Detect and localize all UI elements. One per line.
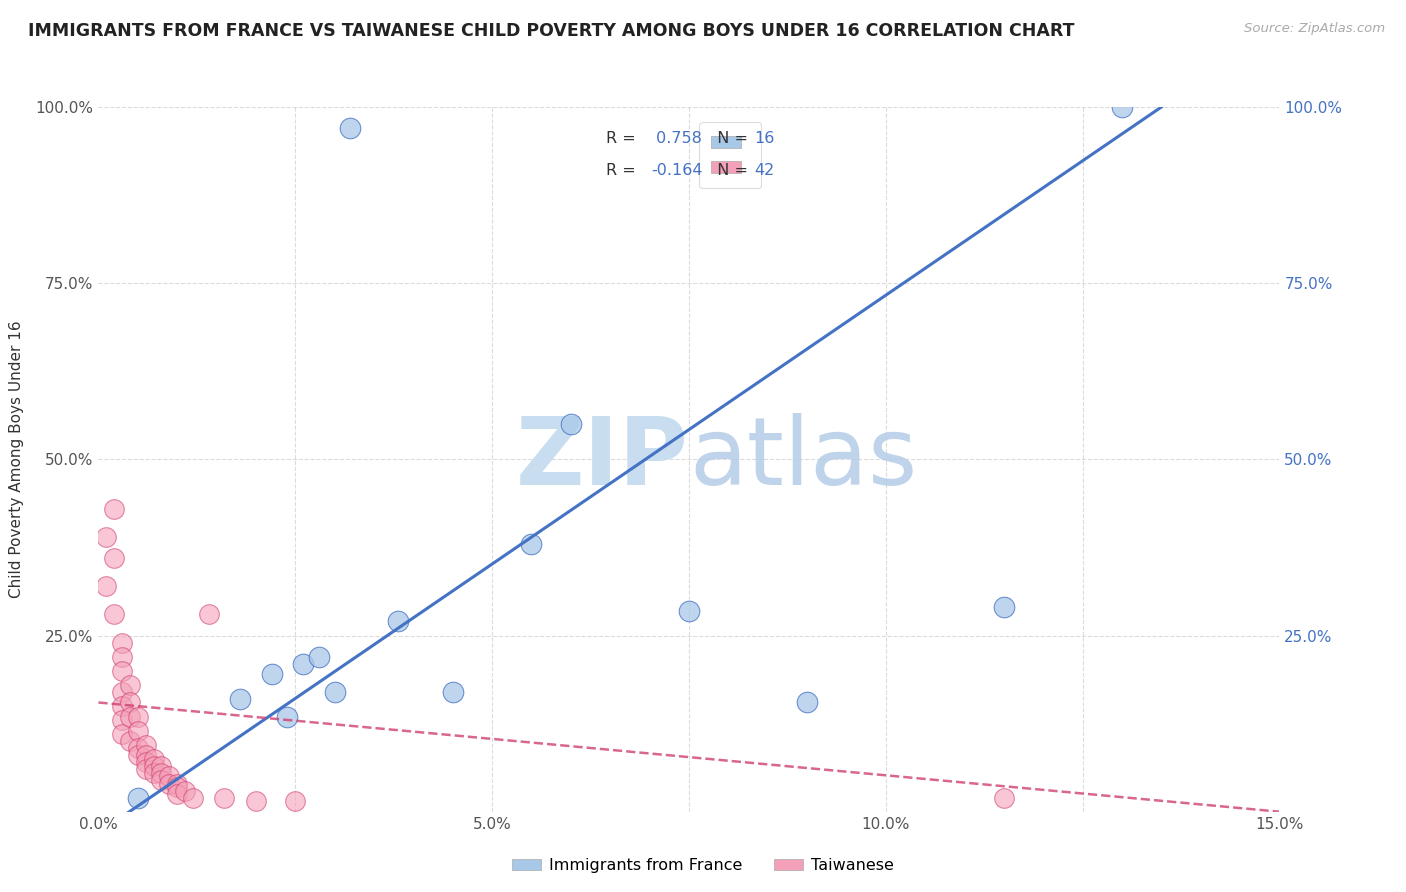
Point — [127, 741, 149, 756]
Point — [276, 709, 298, 723]
Text: 42: 42 — [754, 163, 775, 178]
Text: R =: R = — [606, 131, 641, 146]
Point — [441, 685, 464, 699]
Legend: , : , — [699, 122, 761, 188]
Point — [284, 794, 307, 808]
Point — [520, 537, 543, 551]
Point — [118, 678, 141, 692]
Point — [111, 699, 134, 714]
Text: ZIP: ZIP — [516, 413, 689, 506]
Point — [103, 551, 125, 566]
Point — [197, 607, 219, 622]
Point — [214, 790, 236, 805]
Text: atlas: atlas — [689, 413, 917, 506]
Point — [96, 579, 118, 593]
Legend: Immigrants from France, Taiwanese: Immigrants from France, Taiwanese — [506, 852, 900, 880]
Text: -0.164: -0.164 — [651, 163, 703, 178]
Point — [323, 685, 346, 699]
Point — [993, 790, 1015, 805]
Point — [118, 696, 141, 710]
Point — [111, 713, 134, 727]
Point — [127, 709, 149, 723]
Point — [560, 417, 582, 431]
Point — [150, 759, 173, 773]
Point — [157, 769, 180, 784]
Text: IMMIGRANTS FROM FRANCE VS TAIWANESE CHILD POVERTY AMONG BOYS UNDER 16 CORRELATIO: IMMIGRANTS FROM FRANCE VS TAIWANESE CHIL… — [28, 22, 1074, 40]
Point — [229, 692, 252, 706]
Point — [260, 667, 283, 681]
Point — [111, 635, 134, 649]
Point — [111, 649, 134, 664]
Point — [135, 763, 157, 777]
Point — [103, 607, 125, 622]
Point — [387, 615, 409, 629]
Point — [96, 530, 118, 544]
Point — [292, 657, 315, 671]
Point — [142, 766, 165, 780]
Point — [1111, 100, 1133, 114]
Point — [142, 759, 165, 773]
Text: R =: R = — [606, 163, 641, 178]
Text: N =: N = — [707, 131, 752, 146]
Point — [135, 756, 157, 770]
Point — [678, 604, 700, 618]
Point — [339, 121, 361, 136]
Point — [245, 794, 267, 808]
Point — [150, 766, 173, 780]
Point — [111, 727, 134, 741]
Point — [993, 600, 1015, 615]
Point — [118, 734, 141, 748]
Point — [181, 790, 204, 805]
Text: N =: N = — [707, 163, 752, 178]
Point — [166, 780, 188, 794]
Point — [166, 787, 188, 801]
Point — [127, 723, 149, 738]
Point — [135, 748, 157, 763]
Point — [111, 685, 134, 699]
Point — [135, 738, 157, 752]
Point — [166, 776, 188, 790]
Point — [118, 709, 141, 723]
Point — [127, 790, 149, 805]
Point — [142, 752, 165, 766]
Point — [157, 776, 180, 790]
Point — [308, 649, 330, 664]
Text: 0.758: 0.758 — [651, 131, 702, 146]
Point — [127, 748, 149, 763]
Point — [103, 501, 125, 516]
Text: 16: 16 — [754, 131, 775, 146]
Y-axis label: Child Poverty Among Boys Under 16: Child Poverty Among Boys Under 16 — [10, 320, 24, 599]
Point — [796, 696, 818, 710]
Point — [174, 783, 197, 797]
Point — [111, 664, 134, 678]
Point — [150, 772, 173, 787]
Text: Source: ZipAtlas.com: Source: ZipAtlas.com — [1244, 22, 1385, 36]
